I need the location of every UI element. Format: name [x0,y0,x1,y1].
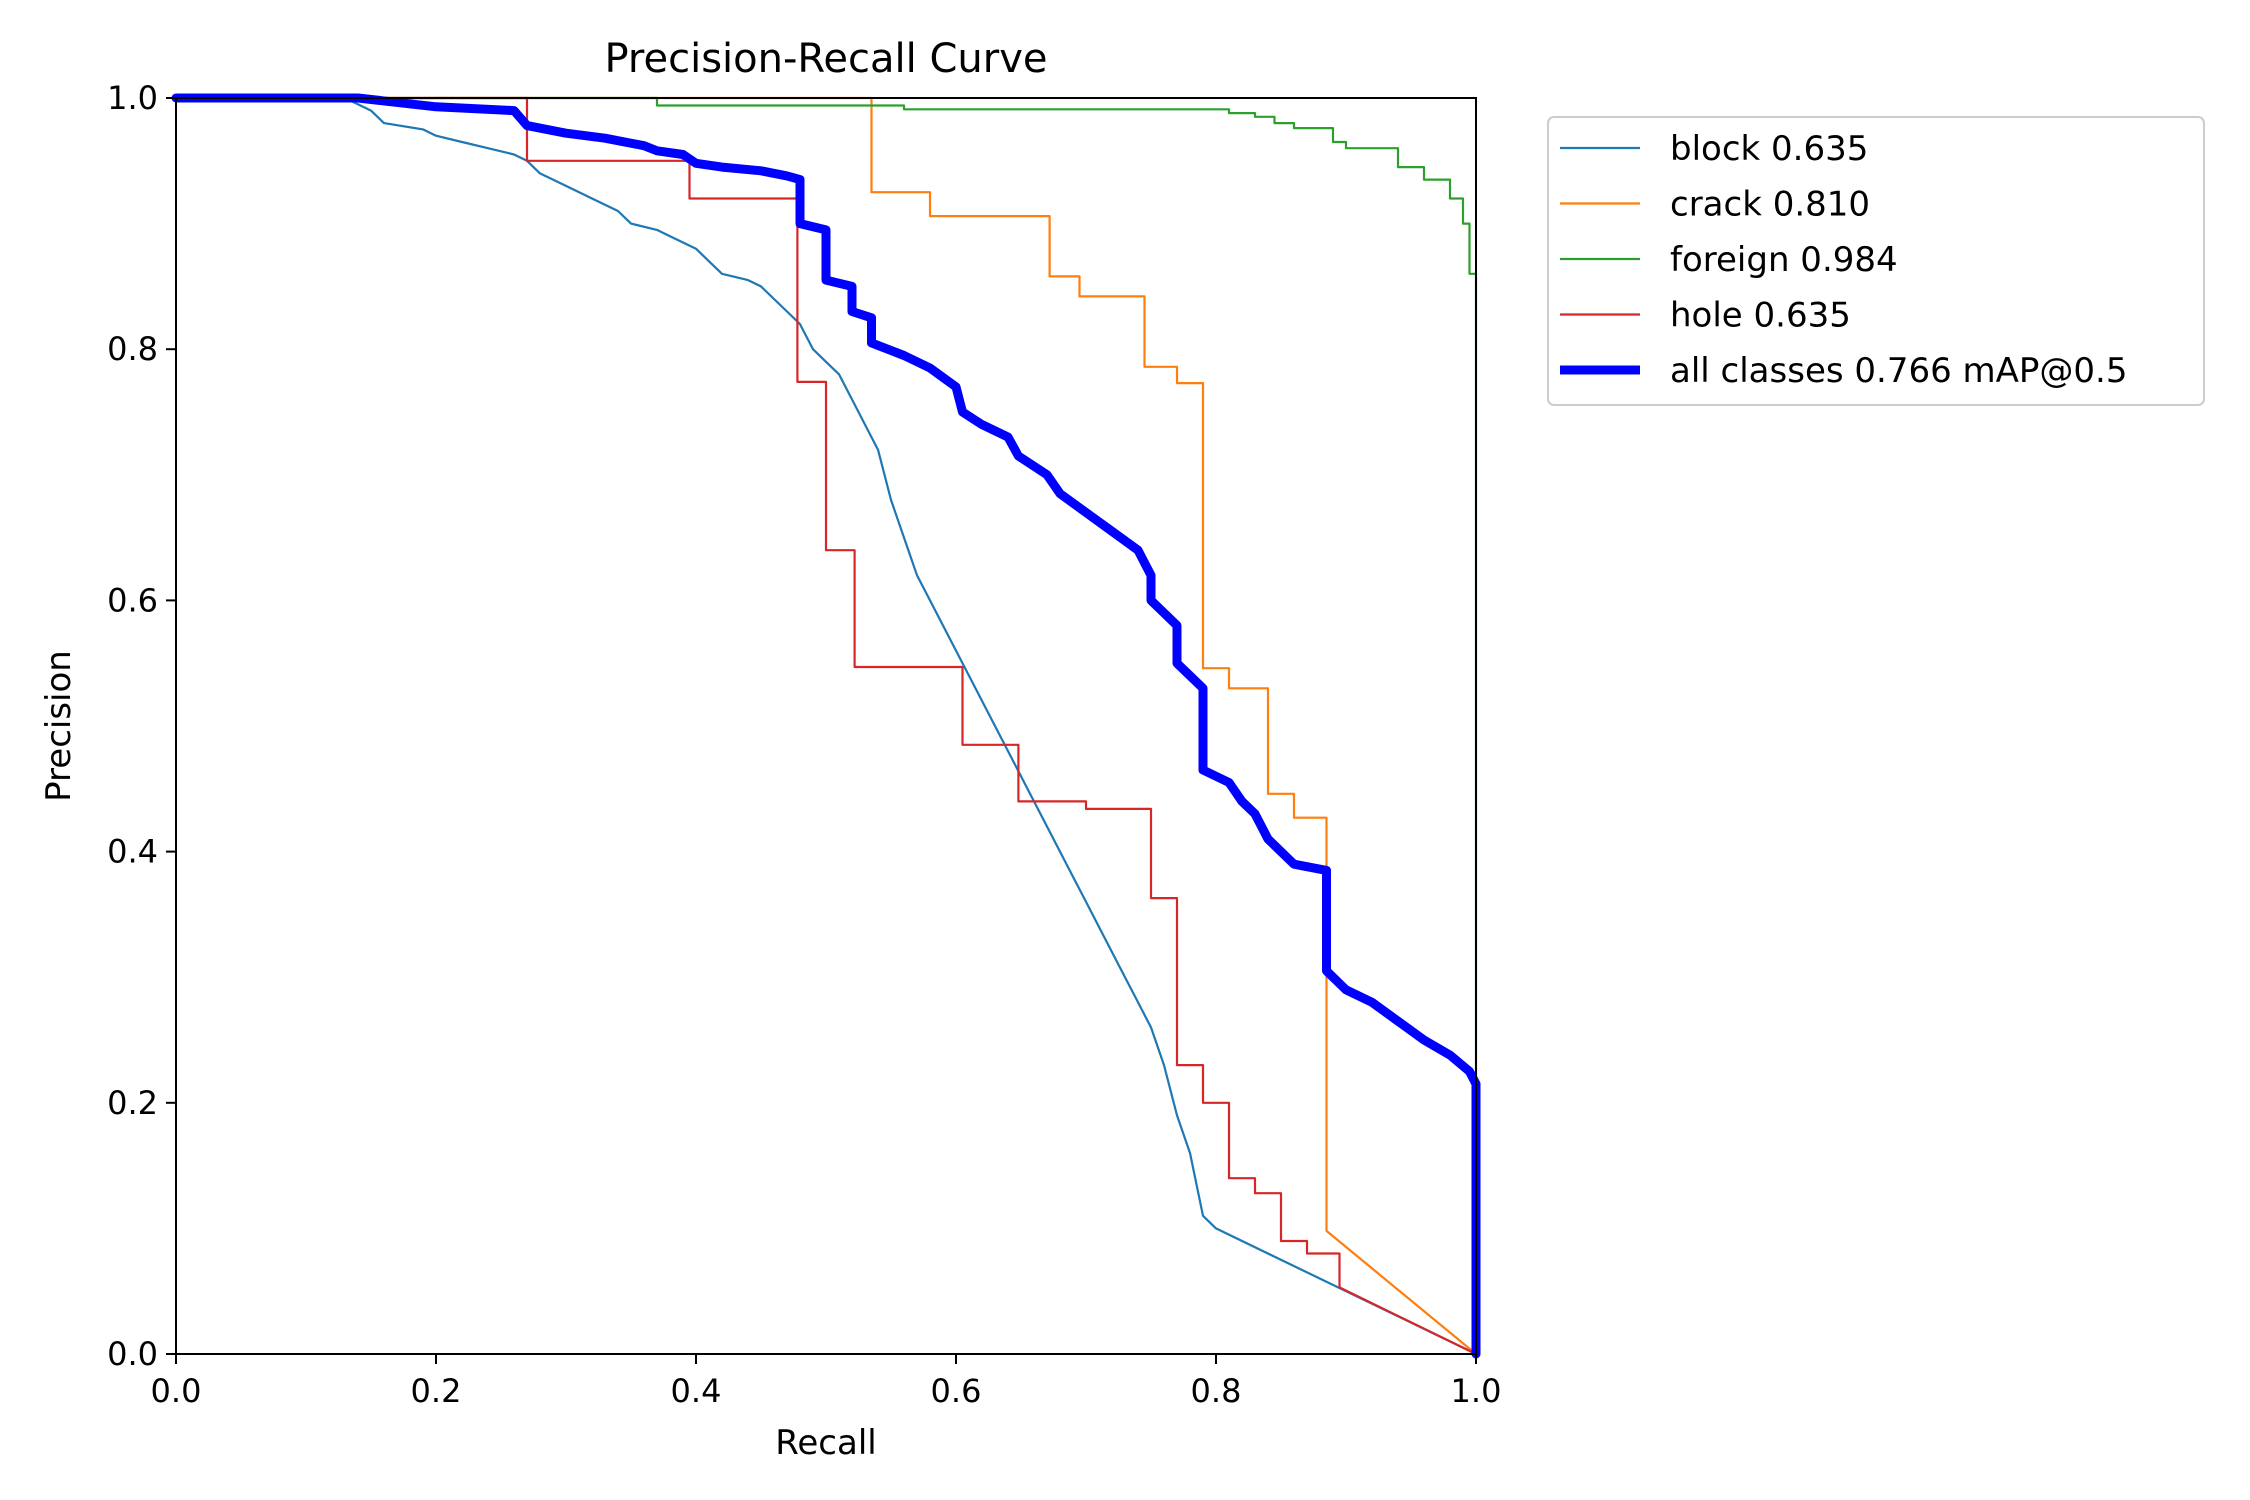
x-tick-label: 0.0 [151,1372,202,1410]
y-axis-label: Precision [39,650,79,802]
legend-label-1: crack 0.810 [1670,185,1870,225]
y-tick-label: 0.2 [107,1084,158,1122]
series-line-1 [174,96,1478,1356]
y-tick-label: 0.8 [107,330,158,368]
series-line-4 [171,93,1481,1359]
x-tick-label: 1.0 [1451,1372,1502,1410]
plot-area [171,93,1481,1359]
legend: block 0.635 crack 0.810 foreign 0.984 hole … [1547,116,2205,406]
series-line-3 [174,96,1478,1356]
series-line-0 [174,96,1478,1356]
x-axis-label: Recall [775,1423,876,1463]
y-tick-label: 0.6 [107,581,158,619]
y-tick-label: 0.4 [107,833,158,871]
y-axis: 0.0 0.2 0.4 0.6 0.8 1.0 [107,79,176,1373]
plot-frame [175,97,1477,1355]
legend-label-3: hole 0.635 [1670,296,1851,336]
legend-label-2: foreign 0.984 [1670,240,1898,280]
x-tick-label: 0.6 [931,1372,982,1410]
x-tick-label: 0.8 [1191,1372,1242,1410]
x-tick-label: 0.4 [671,1372,722,1410]
x-tick-label: 0.2 [411,1372,462,1410]
series-line-2 [174,96,1478,1356]
legend-label-0: block 0.635 [1670,129,1868,169]
x-axis: 0.0 0.2 0.4 0.6 0.8 1.0 [151,1354,1502,1410]
y-tick-label: 0.0 [107,1335,158,1373]
legend-label-4: all classes 0.766 mAP@0.5 [1670,351,2127,391]
chart-title: Precision-Recall Curve [605,36,1048,82]
legend-frame [1547,116,2205,406]
y-tick-label: 1.0 [107,79,158,117]
